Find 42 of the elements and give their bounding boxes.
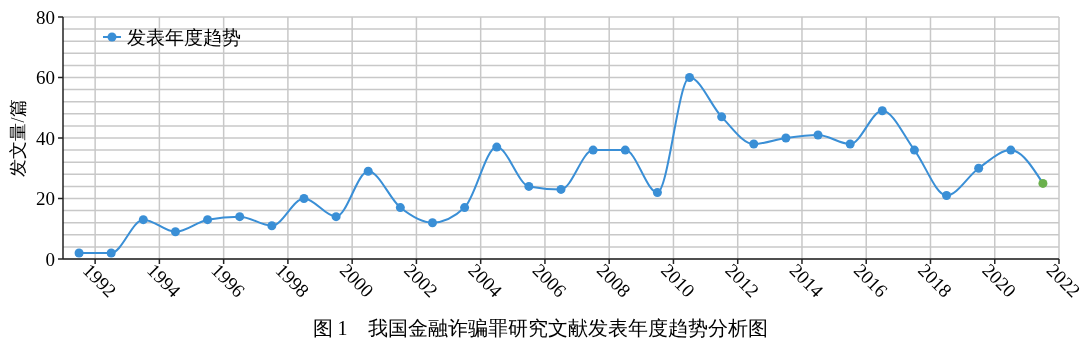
point bbox=[974, 163, 984, 173]
point bbox=[299, 194, 309, 203]
point bbox=[588, 145, 598, 155]
y-tick-label: 40 bbox=[36, 127, 55, 149]
point bbox=[460, 203, 470, 213]
point bbox=[877, 106, 887, 116]
point bbox=[427, 218, 437, 228]
point bbox=[749, 139, 759, 149]
point bbox=[203, 215, 213, 225]
y-tick-label: 80 bbox=[36, 6, 55, 28]
point bbox=[781, 133, 791, 143]
point bbox=[524, 181, 534, 191]
point bbox=[1006, 145, 1016, 155]
x-tick-label: 1996 bbox=[207, 259, 250, 302]
legend-label: 发表年度趋势 bbox=[127, 26, 241, 48]
x-tick-label: 1998 bbox=[271, 259, 314, 302]
point bbox=[556, 184, 566, 194]
point bbox=[363, 166, 373, 176]
point bbox=[652, 187, 662, 197]
point bbox=[395, 203, 405, 213]
y-tick-label: 20 bbox=[36, 188, 55, 210]
y-axis-title: 发文量/篇 bbox=[8, 99, 28, 177]
point bbox=[909, 145, 919, 155]
point bbox=[620, 145, 630, 155]
text: 图 1 我国金融诈骗罪研究文献发表年度趋势分析图 bbox=[312, 317, 768, 339]
point bbox=[845, 139, 855, 149]
point bbox=[106, 248, 116, 258]
point bbox=[942, 190, 952, 200]
point bbox=[717, 112, 727, 122]
point bbox=[267, 221, 277, 231]
point bbox=[74, 248, 84, 258]
point bbox=[170, 227, 180, 237]
x-tick-label: 1994 bbox=[143, 259, 186, 302]
point bbox=[813, 130, 823, 140]
point bbox=[235, 212, 245, 222]
point bbox=[685, 73, 695, 82]
point bbox=[331, 212, 341, 222]
y-tick-label: 60 bbox=[36, 67, 55, 89]
point bbox=[1038, 178, 1048, 188]
point bbox=[492, 142, 502, 152]
y-tick-label: 0 bbox=[45, 248, 55, 270]
point bbox=[138, 215, 148, 225]
